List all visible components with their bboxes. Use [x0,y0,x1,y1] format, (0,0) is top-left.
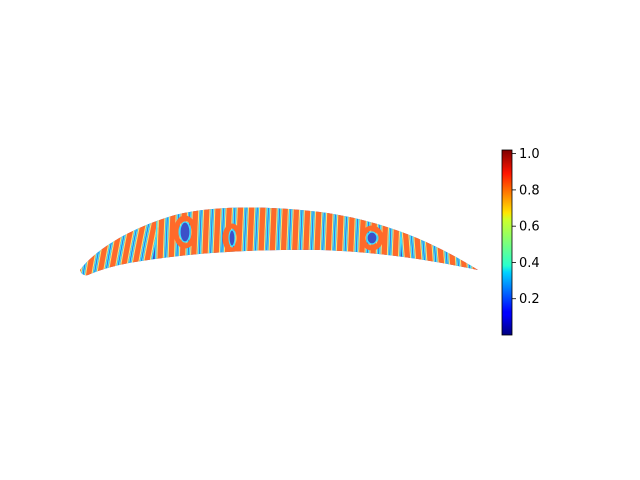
stripe-edge-low [429,207,437,276]
stripe-edge [278,207,283,276]
stripe-edge-low [277,207,282,276]
stripe-high [156,207,165,276]
stripe-high [433,207,446,276]
stripe-edge [94,207,112,276]
stripe-edge-low [451,207,460,276]
stripe-edge-low [254,207,260,276]
stripe-edge-low [219,207,224,276]
stripe-edge [455,207,463,276]
stripe-edge [472,207,478,276]
stripe-high [257,207,266,276]
stripe-edge [245,207,250,276]
stripe-high [246,207,255,276]
stripe-pattern [80,207,478,276]
stripe-high [380,207,389,276]
stripe-edge-low [93,207,111,276]
stripe-high [445,207,457,276]
stripe-loop [173,215,197,249]
stripe-edge [461,207,469,276]
stripe-edge [217,207,223,276]
stripe-high [400,207,412,276]
stripe-high [391,207,401,276]
stripe-loop [222,223,242,253]
stripe-edge [267,207,272,276]
colorbar-tick-label: 1.0 [519,147,540,162]
stripe-edge [262,207,267,276]
stripe-loop-core [179,221,191,243]
stripe-high [347,207,356,276]
stripe-high [467,207,478,276]
stripe-loop-core [366,231,378,245]
stripe-high [201,207,210,276]
stripe-high [335,207,345,276]
stripe-edge [256,207,261,276]
colorbar-tick-label: 0.4 [519,256,540,271]
colorbar-tick-label: 0.8 [519,183,540,198]
stripe-edge-low [252,207,258,276]
stripe-edge-low [440,207,449,276]
stripe-edge-low [453,207,462,276]
stripe-edge [233,207,239,276]
stripe-edge-low [241,207,247,276]
stripe-high [84,207,106,276]
stripe-edge [432,207,441,276]
stripe-edge [439,207,447,276]
colorbar-ticks: 0.2 0.4 0.6 0.8 1.0 [512,147,540,307]
stripe-high [268,207,277,276]
colorbar-gradient [501,149,513,336]
stripe-high [313,207,322,276]
stripe-edge-low [91,207,109,276]
stripe-high [456,207,468,276]
stripe-edge-low [431,207,439,276]
stripe-edge-low [473,207,478,276]
stripe-edge-low [442,207,451,276]
stripe-edge-low [265,207,271,276]
stripe-high [291,207,300,276]
stripe-loop [360,225,384,251]
stripe-edge-low [275,207,280,276]
stripe-edge [427,207,436,276]
stripe-edge [443,207,452,276]
airfoil-field [80,207,478,276]
stripe-high [167,207,177,276]
stripe-edge [273,207,279,276]
colorbar-tick-label: 0.2 [519,292,540,307]
stripe-edge [240,207,245,276]
stripe-high [422,207,435,276]
colorbar: 0.2 0.4 0.6 0.8 1.0 [501,147,540,336]
stripe-edge-low [462,207,471,276]
stripe-edge [466,207,474,276]
stripe-edge-low [263,207,269,276]
colorbar-tick-label: 0.6 [519,220,540,235]
stripe-edge [251,207,256,276]
stripe-high [302,207,311,276]
stripe-edge [450,207,458,276]
stripe-high [324,207,333,276]
stripe-edge-low [464,207,473,276]
stripe-edge-low [243,207,249,276]
stripe-loop-core [228,229,236,247]
stripe-edge [211,207,216,276]
stripe-high [279,207,289,276]
stripe-edge [89,207,107,276]
stripe-high [411,207,423,276]
stripe-high [212,207,221,276]
